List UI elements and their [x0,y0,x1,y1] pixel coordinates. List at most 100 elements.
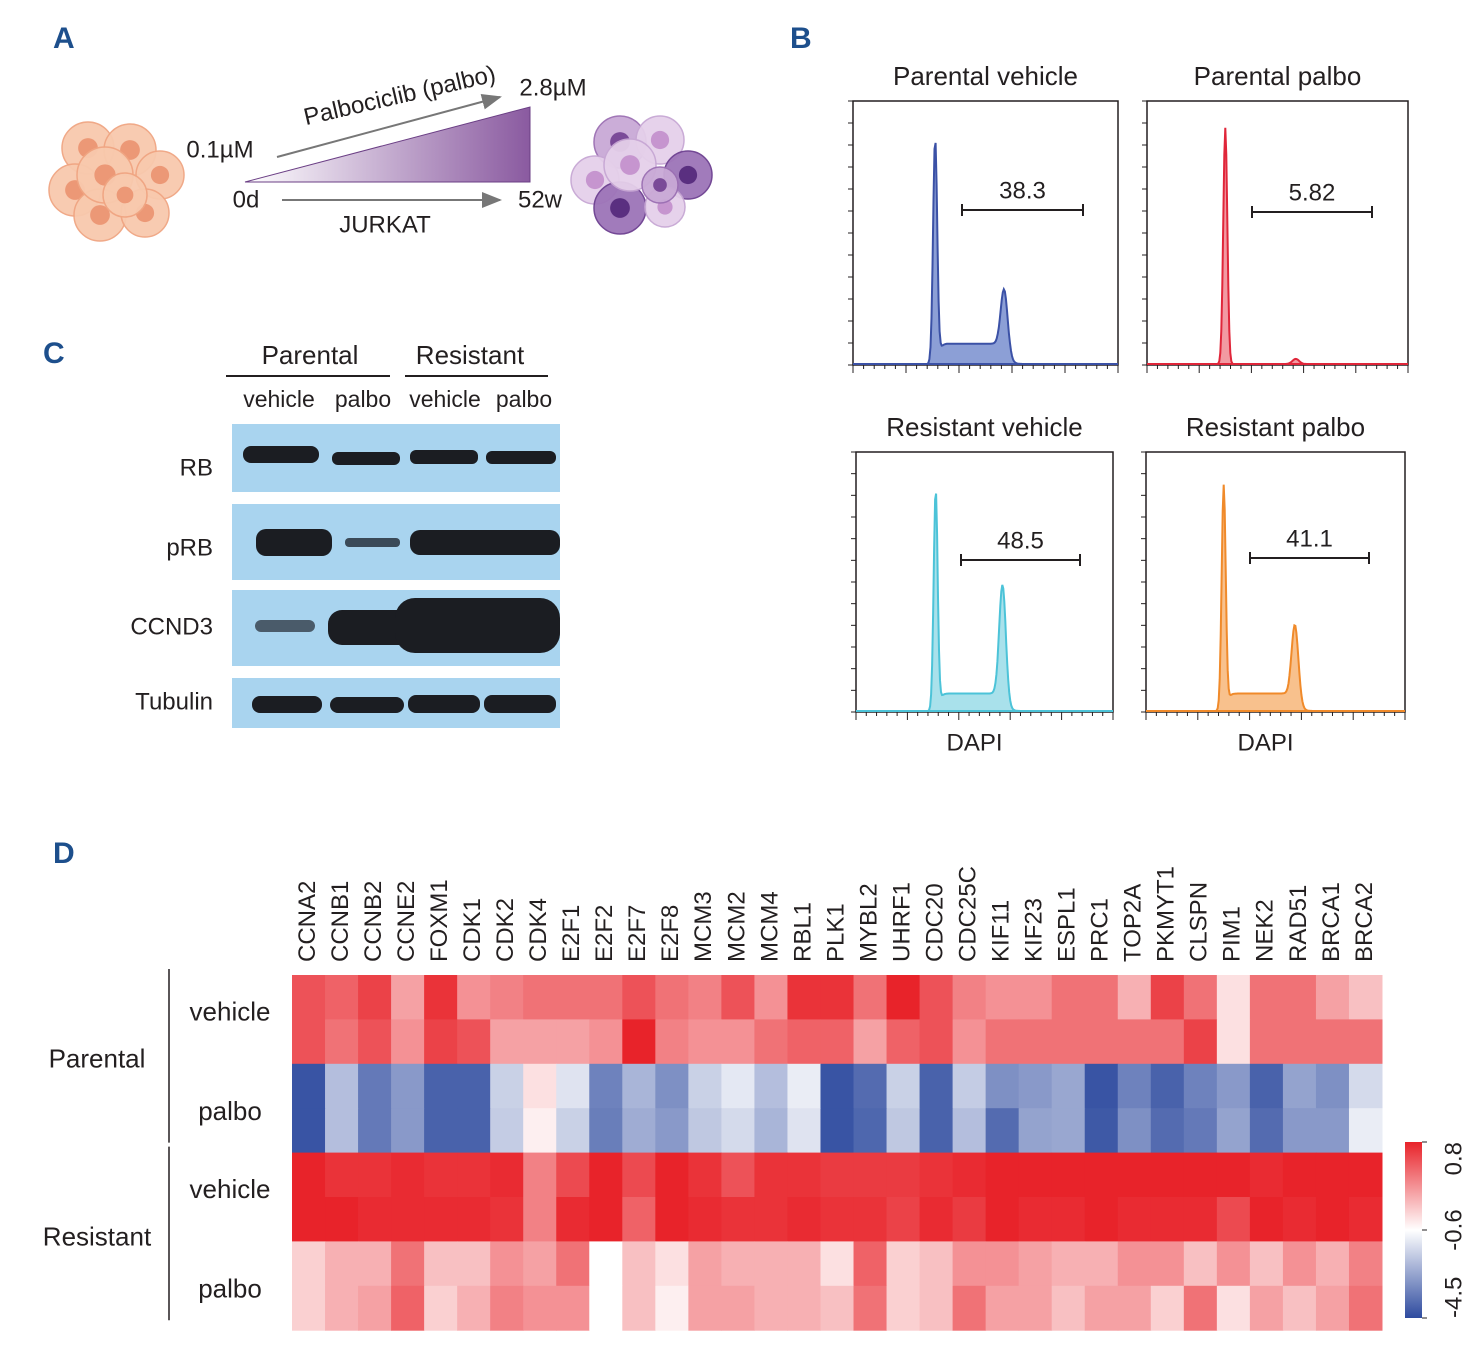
heat-cell [589,975,623,1020]
heat-cell [1051,1241,1086,1287]
column-label: E2F1 [558,905,585,962]
heat-cell [754,975,788,1020]
heat-cell [325,1241,359,1287]
heat-cell [787,1241,821,1287]
heat-cell [391,1019,425,1065]
column-label: CLSPN [1186,882,1213,962]
heat-cell [1216,1108,1251,1154]
heat-cell [985,1241,1020,1287]
heat-cell [556,1285,590,1331]
heat-cell [292,1108,326,1154]
protein-label: pRB [166,534,213,561]
heat-cell [1150,975,1185,1020]
heat-cell [820,1152,855,1198]
heat-cell [820,1241,855,1287]
heat-cell [523,1063,557,1109]
heat-cell [721,1108,755,1154]
end-dose: 2.8µM [519,74,586,101]
resistant-cells [570,115,713,235]
heat-cell [1117,975,1152,1020]
heat-cell [424,1152,458,1198]
heat-cell [325,1108,359,1154]
heat-cell [1084,1152,1119,1198]
heat-cell [787,1108,821,1154]
column-label: MCM4 [756,891,783,962]
plot-frame [852,100,1119,366]
heat-cell [886,1197,921,1242]
heat-cell [1348,975,1383,1020]
heat-cell [490,975,524,1020]
heat-cell [985,1152,1020,1198]
heat-cell [886,1285,921,1331]
band [395,598,560,653]
column-label: CDK1 [459,898,486,962]
heat-cell [1348,1152,1383,1198]
heat-cell [688,1152,722,1198]
heat-cell [688,975,722,1020]
heat-cell [787,1152,821,1198]
dose-ramp [244,106,531,183]
heat-cell [952,1108,987,1154]
heat-cell [1183,1241,1218,1287]
row-label: vehicle [190,996,271,1026]
heat-cell [1051,1108,1086,1154]
heat-cell [952,1197,987,1242]
heat-cell [1348,1108,1383,1154]
heat-cell [1150,1197,1185,1242]
heat-cell [457,1241,491,1287]
flow-panel: Parental vehicle 38.3 Parental palbo 5.82 Re… [848,61,1409,756]
heat-cell [358,1019,392,1065]
heat-cell [688,1241,722,1287]
heat-cell [1117,1285,1152,1331]
heat-cell [1117,1152,1152,1198]
column-label: KIF23 [1021,898,1048,962]
heat-cell [886,1019,921,1065]
heat-cell [787,1285,821,1331]
heat-cell [1018,1152,1053,1198]
heat-cell [1051,1063,1086,1109]
heat-cell [1249,1241,1284,1287]
heat-cell [952,1152,987,1198]
band [345,538,400,547]
heat-cell [556,1241,590,1287]
heat-cell [721,1019,755,1065]
heat-cell [556,1063,590,1109]
heat-cell [622,1019,656,1065]
heat-cell [523,975,557,1020]
heat-cell [556,975,590,1020]
heat-cell [886,1241,921,1287]
heat-cell [820,975,855,1020]
nucleus [653,178,667,192]
heat-cell [1348,1197,1383,1242]
band [252,696,322,713]
heat-cell [523,1197,557,1242]
heat-cell [1018,1108,1053,1154]
heat-cell [1117,1063,1152,1109]
heat-cell [358,975,392,1020]
heat-cell [754,1152,788,1198]
heat-cell [1018,1019,1053,1065]
heat-cell [424,1063,458,1109]
heat-cell [1282,1197,1317,1242]
heat-cell [391,975,425,1020]
column-label: PLK1 [822,903,849,962]
heat-cell [787,1019,821,1065]
heat-cell [1150,1285,1185,1331]
heat-cell [820,1108,855,1154]
column-label: MCM3 [690,891,717,962]
parental-cells [48,121,185,242]
nucleus [678,165,698,185]
heat-cell [1216,1241,1251,1287]
heat-cell [1249,1285,1284,1331]
heat-cell [1084,1285,1119,1331]
heat-cell [1117,1197,1152,1242]
heat-cell [721,1197,755,1242]
treatment-label: vehicle [409,386,481,412]
column-label: UHRF1 [888,882,915,962]
heat-cell [1249,1108,1284,1154]
heat-cell [886,1108,921,1154]
heat-cell [1315,1197,1350,1242]
heat-cell [523,1241,557,1287]
heat-cell [292,1063,326,1109]
heat-cell [919,975,954,1020]
